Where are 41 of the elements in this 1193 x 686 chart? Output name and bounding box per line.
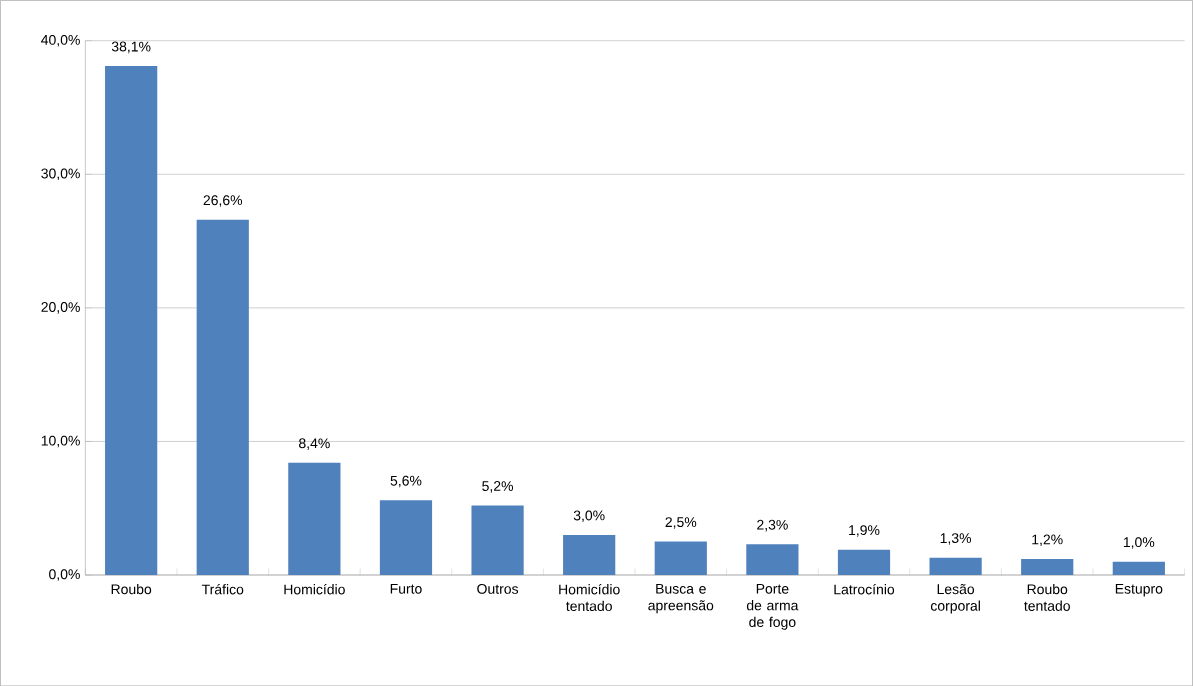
data-label: 26,6% xyxy=(203,195,243,207)
data-label: 5,2% xyxy=(482,480,514,493)
x-tick-label: Furto xyxy=(390,583,422,594)
data-label: 2,3% xyxy=(757,519,788,532)
x-tick-label: Homicídio xyxy=(284,583,345,595)
x-tick-label: Estupro xyxy=(1115,583,1163,597)
data-label: 1,0% xyxy=(1123,537,1155,549)
bar xyxy=(654,541,707,575)
data-label: 2,5% xyxy=(665,516,697,529)
bar xyxy=(746,544,799,575)
y-tick-label: 10,0% xyxy=(41,435,80,448)
x-tick-label: Lesão corporal xyxy=(930,583,980,614)
bar xyxy=(1021,558,1074,575)
bar xyxy=(196,219,249,575)
bar xyxy=(379,500,433,575)
bar xyxy=(105,65,158,575)
y-tick-label: 20,0% xyxy=(41,301,80,314)
data-label: 1,9% xyxy=(849,524,880,537)
x-tick-label: Latrocínio xyxy=(834,583,895,595)
bar xyxy=(288,462,341,575)
data-label: 38,1% xyxy=(111,41,151,53)
data-label: 1,3% xyxy=(940,533,972,545)
data-label: 5,6% xyxy=(390,475,422,488)
y-tick-label: 0,0% xyxy=(49,569,80,581)
x-tick-label: Porte de arma de fogo xyxy=(746,583,799,630)
x-tick-label: Homicídio tentado xyxy=(559,583,620,611)
x-tick-label: Outros xyxy=(477,583,519,594)
bar xyxy=(837,549,891,575)
data-label: 3,0% xyxy=(573,510,605,522)
data-label: 8,4% xyxy=(299,438,330,450)
x-tick-label: Busca e apreensão xyxy=(648,583,714,613)
bar xyxy=(471,505,524,575)
x-tick-label: Tráfico xyxy=(201,583,244,595)
bar xyxy=(563,534,616,575)
x-tick-label: Roubo tentado xyxy=(1024,583,1070,611)
x-tick-label: Roubo xyxy=(111,583,152,595)
bar xyxy=(1112,561,1165,575)
y-tick-label: 30,0% xyxy=(41,168,80,180)
data-label: 1,2% xyxy=(1032,534,1063,546)
bar xyxy=(929,557,982,575)
y-tick-label: 40,0% xyxy=(41,34,80,47)
